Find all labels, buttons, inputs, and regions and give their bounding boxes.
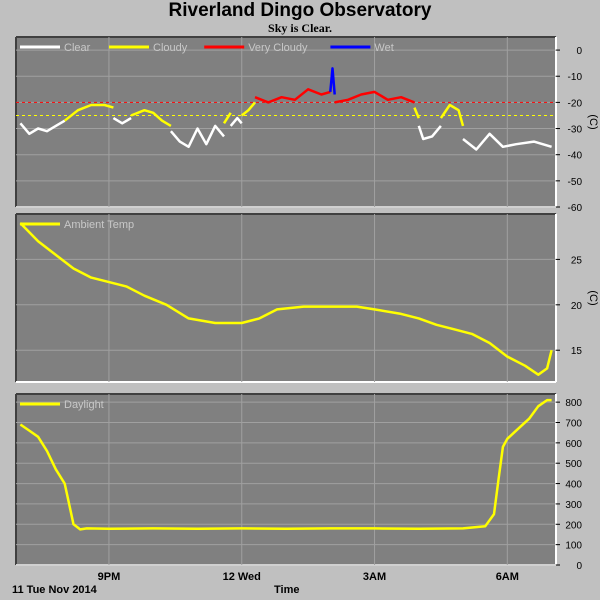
ambient-ylabel: (C): [587, 290, 599, 305]
sky-series-cloudy-1: [63, 103, 114, 122]
sky-series-clear-4: [169, 124, 225, 149]
daylight-ytick-label: 500: [565, 459, 582, 470]
daylight-legend-label-0: Daylight: [64, 399, 104, 411]
ambient-ytick-label: 25: [571, 255, 583, 266]
daylight-panel: 0 100 200 300 400 500 600 700 800 Daylight 9PM 12 W…: [15, 393, 582, 583]
daylight-ytick-label: 0: [576, 561, 582, 572]
sky-ytick-label: -60: [568, 203, 583, 214]
sky-legend-label-2: Very Cloudy: [248, 42, 308, 54]
sky-series-very-cloudy-10: [334, 90, 415, 104]
sky-ytick-label: -50: [568, 177, 583, 188]
sky-ytick-label: -40: [568, 151, 583, 162]
sky-ytick-label: -20: [568, 98, 583, 109]
sky-series-clear-14: [462, 132, 552, 151]
daylight-ytick-label: 200: [565, 520, 582, 531]
sky-series-wet-9: [329, 67, 336, 95]
daylight-ytick-label: 400: [565, 480, 582, 491]
sky-series-cloudy-3: [130, 108, 172, 127]
ambient-plot-area: [16, 214, 556, 382]
sky-series-clear-2: [112, 117, 132, 125]
sky-plot-area: [16, 37, 556, 207]
x-tick-label: 3AM: [363, 571, 386, 583]
daylight-series-daylight-0: [19, 398, 552, 531]
ambient-ytick-label: 20: [571, 301, 583, 312]
chart-title: Riverland Dingo Observatory: [168, 0, 432, 21]
ambient-series-ambient-temp-0: [19, 222, 553, 376]
sky-ytick-label: 0: [576, 46, 582, 57]
sky-series-clear-6: [229, 116, 243, 127]
sky-legend-label-1: Cloudy: [153, 42, 188, 54]
date-label: 11 Tue Nov 2014: [12, 584, 97, 596]
daylight-ytick-label: 100: [565, 541, 582, 552]
sky-series-cloudy-11: [413, 107, 420, 119]
sky-series-cloudy-5: [222, 112, 232, 124]
x-axis-label: Time: [274, 584, 300, 596]
daylight-ytick-label: 600: [565, 439, 582, 450]
ambient-ytick-label: 15: [571, 346, 583, 357]
daylight-ytick-label: 700: [565, 419, 582, 430]
sky-series-clear-12: [417, 125, 442, 141]
sky-series-very-cloudy-8: [254, 88, 331, 104]
x-tick-label: 9PM: [98, 571, 121, 583]
sky-ytick-label: -30: [568, 125, 583, 136]
sky-legend-label-3: Wet: [374, 42, 393, 54]
sky-legend-label-0: Clear: [64, 42, 91, 54]
daylight-plot-area: [16, 394, 556, 565]
x-tick-label: 12 Wed: [223, 571, 261, 583]
daylight-ytick-label: 800: [565, 398, 582, 409]
sky-series-cloudy-7: [240, 101, 256, 117]
sky-series-cloudy-13: [439, 103, 465, 127]
sky-series-clear-0: [19, 119, 66, 136]
sky-panel: 0 -10 -20 -30 -40 -50 -60 (C) Clear Cloudy Very Cl…: [15, 36, 599, 214]
sky-ylabel: (C): [587, 114, 599, 129]
daylight-ytick-label: 300: [565, 500, 582, 511]
x-tick-label: 6AM: [496, 571, 519, 583]
sky-status-subtitle: Sky is Clear.: [268, 21, 332, 35]
ambient-panel: 15 20 25 (C) Ambient Temp: [15, 213, 599, 383]
sky-ytick-label: -10: [568, 72, 583, 83]
ambient-legend-label-0: Ambient Temp: [64, 219, 134, 231]
